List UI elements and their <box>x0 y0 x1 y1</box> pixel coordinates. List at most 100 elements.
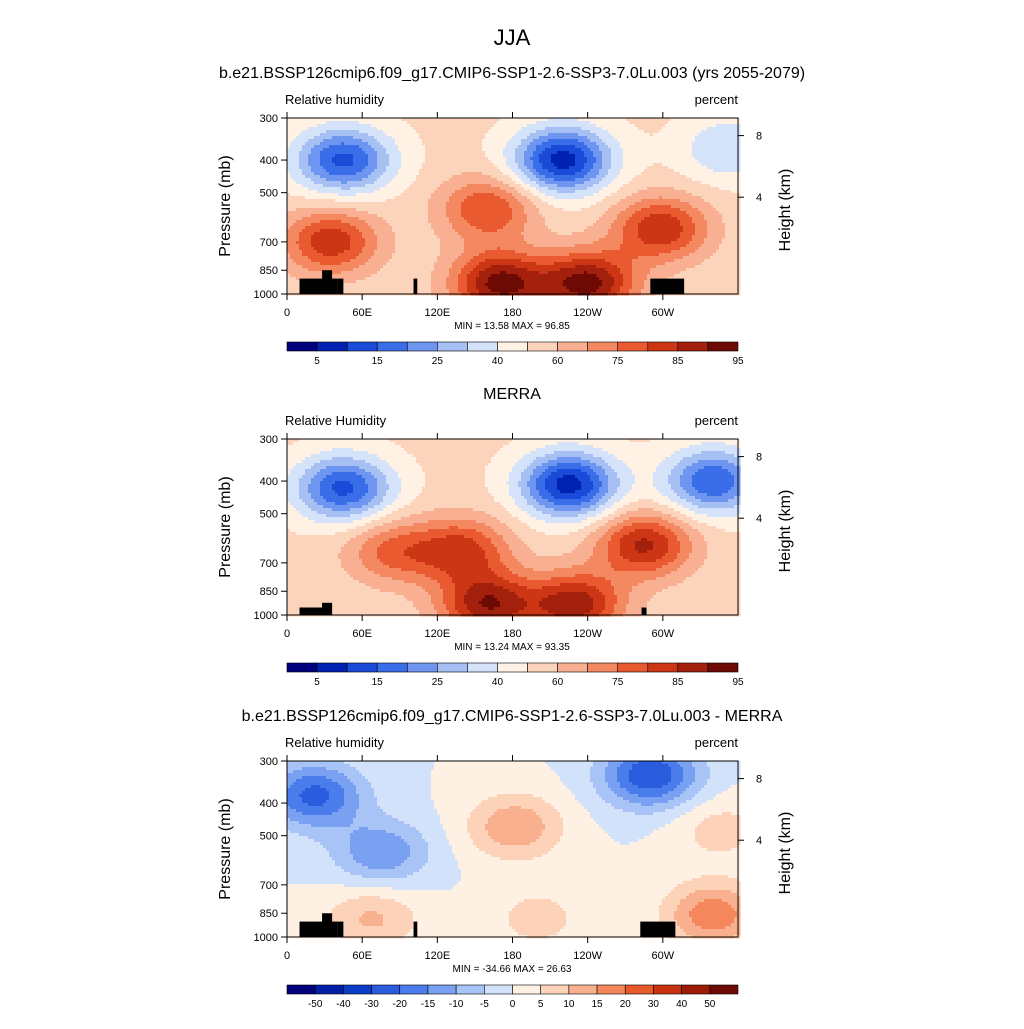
y-tick-label: 850 <box>260 908 278 920</box>
colorbar-swatch <box>372 985 400 994</box>
colorbar-swatch <box>377 342 407 351</box>
panel-units-label: percent <box>695 413 739 428</box>
terrain-mask <box>322 913 332 937</box>
colorbar-swatch <box>437 342 467 351</box>
x-tick-label: 120W <box>573 950 602 962</box>
colorbar-swatch <box>428 985 456 994</box>
colorbar-label: 75 <box>612 677 624 688</box>
colorbar-label: 75 <box>612 356 624 367</box>
x-tick-label: 120E <box>424 307 450 319</box>
colorbar-label: -5 <box>480 999 489 1010</box>
colorbar-label: -50 <box>308 999 323 1010</box>
colorbar-swatch <box>347 342 377 351</box>
colorbar-label: 25 <box>432 356 444 367</box>
colorbar-swatch <box>678 342 708 351</box>
y-tick-label: 300 <box>260 113 278 125</box>
colorbar-swatch <box>597 985 625 994</box>
colorbar-swatch <box>513 985 541 994</box>
heatmap-field <box>287 439 741 617</box>
panel-variable-label: Relative humidity <box>285 735 384 750</box>
colorbar-label: 50 <box>704 999 716 1010</box>
colorbar-swatch <box>618 342 648 351</box>
y-tick-label: 400 <box>260 476 278 488</box>
colorbar-label: -40 <box>336 999 351 1010</box>
y-tick-label: 700 <box>260 558 278 570</box>
panel-1: b.e21.BSSP126cmip6.f09_g17.CMIP6-SSP1-2.… <box>217 65 805 367</box>
x-tick-label: 0 <box>284 307 290 319</box>
y-tick-label: 1000 <box>254 610 278 622</box>
terrain-mask <box>322 603 332 615</box>
colorbar-swatch <box>682 985 710 994</box>
y-tick-label: 400 <box>260 155 278 167</box>
colorbar-label: 5 <box>314 677 320 688</box>
colorbar-label: 30 <box>648 999 660 1010</box>
colorbar-label: 95 <box>732 356 744 367</box>
colorbar-swatch <box>708 663 738 672</box>
colorbar-label: 85 <box>672 677 684 688</box>
colorbar-swatch <box>287 985 315 994</box>
colorbar-swatch <box>618 663 648 672</box>
y-tick-label: 850 <box>260 265 278 277</box>
panel-stats: MIN = 13.58 MAX = 96.85 <box>454 321 570 332</box>
right-tick-label: 8 <box>756 774 762 786</box>
colorbar-label: 40 <box>492 677 504 688</box>
right-tick-label: 4 <box>756 835 762 847</box>
colorbar-swatch <box>569 985 597 994</box>
colorbar-swatch <box>708 342 738 351</box>
colorbar-swatch <box>558 342 588 351</box>
x-tick-label: 60W <box>652 307 675 319</box>
colorbar-swatch <box>678 663 708 672</box>
colorbar-swatch <box>437 663 467 672</box>
colorbar-label: -15 <box>421 999 436 1010</box>
colorbar-swatch <box>541 985 569 994</box>
colorbar-swatch <box>315 985 343 994</box>
colorbar-label: 15 <box>372 356 384 367</box>
x-tick-label: 180 <box>503 628 521 640</box>
terrain-mask <box>642 608 647 615</box>
y-tick-label: 1000 <box>254 289 278 301</box>
colorbar-label: 40 <box>676 999 688 1010</box>
panel-units-label: percent <box>695 735 739 750</box>
colorbar-label: 20 <box>620 999 632 1010</box>
y-axis-label: Pressure (mb) <box>217 476 234 577</box>
colorbar-label: 15 <box>592 999 604 1010</box>
colorbar-swatch <box>484 985 512 994</box>
x-tick-label: 120W <box>573 628 602 640</box>
right-tick-label: 8 <box>756 452 762 464</box>
y-tick-label: 850 <box>260 586 278 598</box>
x-tick-label: 120W <box>573 307 602 319</box>
colorbar-label: 95 <box>732 677 744 688</box>
y-axis-label: Pressure (mb) <box>217 798 234 899</box>
heatmap-field <box>287 761 741 939</box>
figure-title: JJA <box>494 25 531 50</box>
y-tick-label: 700 <box>260 880 278 892</box>
panel-title: b.e21.BSSP126cmip6.f09_g17.CMIP6-SSP1-2.… <box>242 708 783 725</box>
y-tick-label: 300 <box>260 434 278 446</box>
x-tick-label: 120E <box>424 628 450 640</box>
colorbar-swatch <box>347 663 377 672</box>
terrain-mask <box>337 922 343 937</box>
colorbar-swatch <box>377 663 407 672</box>
colorbar-label: 25 <box>432 677 444 688</box>
colorbar-label: 5 <box>538 999 544 1010</box>
colorbar-swatch <box>653 985 681 994</box>
x-tick-label: 0 <box>284 950 290 962</box>
colorbar-label: -10 <box>449 999 464 1010</box>
colorbar-swatch <box>467 663 497 672</box>
right-axis-label: Height (km) <box>777 812 794 895</box>
terrain-mask <box>414 279 418 294</box>
y-tick-label: 300 <box>260 756 278 768</box>
y-tick-label: 400 <box>260 798 278 810</box>
y-tick-label: 500 <box>260 188 278 200</box>
colorbar-swatch <box>710 985 738 994</box>
x-tick-label: 180 <box>503 307 521 319</box>
y-tick-label: 500 <box>260 831 278 843</box>
x-tick-label: 0 <box>284 628 290 640</box>
panel-stats: MIN = 13.24 MAX = 93.35 <box>454 642 570 653</box>
colorbar-swatch <box>287 663 317 672</box>
colorbar-label: 10 <box>563 999 575 1010</box>
right-tick-label: 8 <box>756 131 762 143</box>
